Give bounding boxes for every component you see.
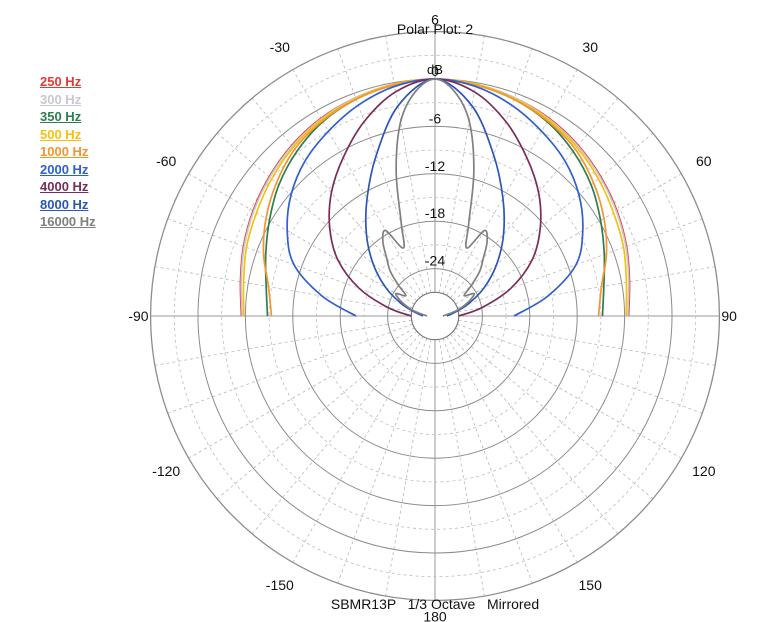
angle-label: 90 (721, 308, 737, 324)
grid-spoke (442, 48, 533, 294)
legend-item: 1000 Hz (40, 144, 89, 159)
grid-spoke (452, 330, 654, 500)
grid-spoke (385, 35, 432, 293)
grid-spoke (458, 319, 716, 366)
radial-tick-label: -12 (425, 158, 445, 174)
grid-ring (268, 149, 602, 483)
grid-spoke (167, 323, 413, 414)
grid-spoke (457, 218, 703, 309)
grid-spoke (251, 333, 421, 535)
grid-spoke (457, 323, 703, 414)
radial-tick-label: -24 (425, 253, 445, 269)
grid-spoke (188, 173, 415, 305)
grid-spoke (438, 35, 485, 293)
grid-spoke (452, 132, 654, 302)
legend-item: 8000 Hz (40, 196, 89, 212)
series-line-16000hz (381, 78, 489, 317)
angle-label: -60 (156, 153, 176, 169)
angle-label: 180 (423, 608, 447, 622)
grid-spoke (337, 48, 428, 294)
grid-ring (292, 173, 578, 459)
grid-ring (339, 220, 531, 412)
grid-spoke (292, 336, 424, 563)
chart-title: Polar Plot: 2 (397, 21, 473, 37)
grid-spoke (154, 319, 412, 366)
legend-item: 16000 Hz (40, 214, 96, 229)
angle-label: 30 (582, 39, 598, 55)
angle-label: -90 (128, 308, 148, 324)
chart-footer: SBMR13P 1/3 Octave Mirrored (331, 596, 539, 612)
angle-label: -150 (266, 577, 294, 593)
angle-label: 120 (692, 463, 716, 479)
radial-unit-label: dB (427, 62, 443, 77)
grid-spoke (385, 339, 432, 597)
legend-item: 300 Hz (40, 91, 82, 107)
legend-item: 250 Hz (40, 74, 82, 89)
radial-tick-label: -18 (425, 205, 445, 221)
grid-spoke (455, 327, 682, 459)
legend-item: 350 Hz (40, 109, 82, 124)
legend-item: 500 Hz (40, 126, 82, 142)
legend-item: 2000 Hz (40, 161, 89, 177)
grid-ring (244, 125, 626, 507)
grid-spoke (438, 339, 485, 597)
radial-tick-label: -6 (429, 110, 442, 126)
angle-label: -120 (152, 463, 180, 479)
angle-label: -30 (270, 39, 290, 55)
grid-spoke (455, 173, 682, 305)
grid-ring (363, 244, 507, 388)
grid-spoke (154, 266, 412, 313)
radial-tick-label: 0 (431, 63, 439, 79)
grid-spoke (292, 69, 424, 296)
angle-label: 150 (579, 577, 603, 593)
polar-curves (239, 78, 631, 317)
polar-labels: 60-6-12-18-24-30 30-60 60-90 90-120 120-150 1… (128, 12, 737, 622)
legend: 250 Hz 300 Hz 350 Hz 500 Hz 1000 Hz 2000 Hz 40… (40, 73, 96, 231)
grid-spoke (449, 333, 619, 535)
grid-spoke (188, 327, 415, 459)
polar-grid (149, 30, 721, 602)
grid-spoke (337, 338, 428, 584)
grid-ring (221, 102, 649, 530)
angle-label: 60 (696, 153, 712, 169)
grid-spoke (458, 266, 716, 313)
grid-ring (316, 197, 554, 435)
grid-spoke (216, 132, 418, 302)
grid-spoke (216, 330, 418, 500)
grid-spoke (446, 336, 578, 563)
grid-spoke (449, 97, 619, 299)
grid-ring (149, 30, 721, 602)
grid-spoke (442, 338, 533, 584)
grid-spoke (167, 218, 413, 309)
grid-ring (387, 268, 483, 364)
legend-item: 4000 Hz (40, 179, 89, 194)
center-circle (410, 291, 460, 341)
grid-ring (173, 54, 697, 578)
radial-tick-label: 6 (431, 12, 439, 28)
grid-spoke (446, 69, 578, 296)
grid-spoke (251, 97, 421, 299)
